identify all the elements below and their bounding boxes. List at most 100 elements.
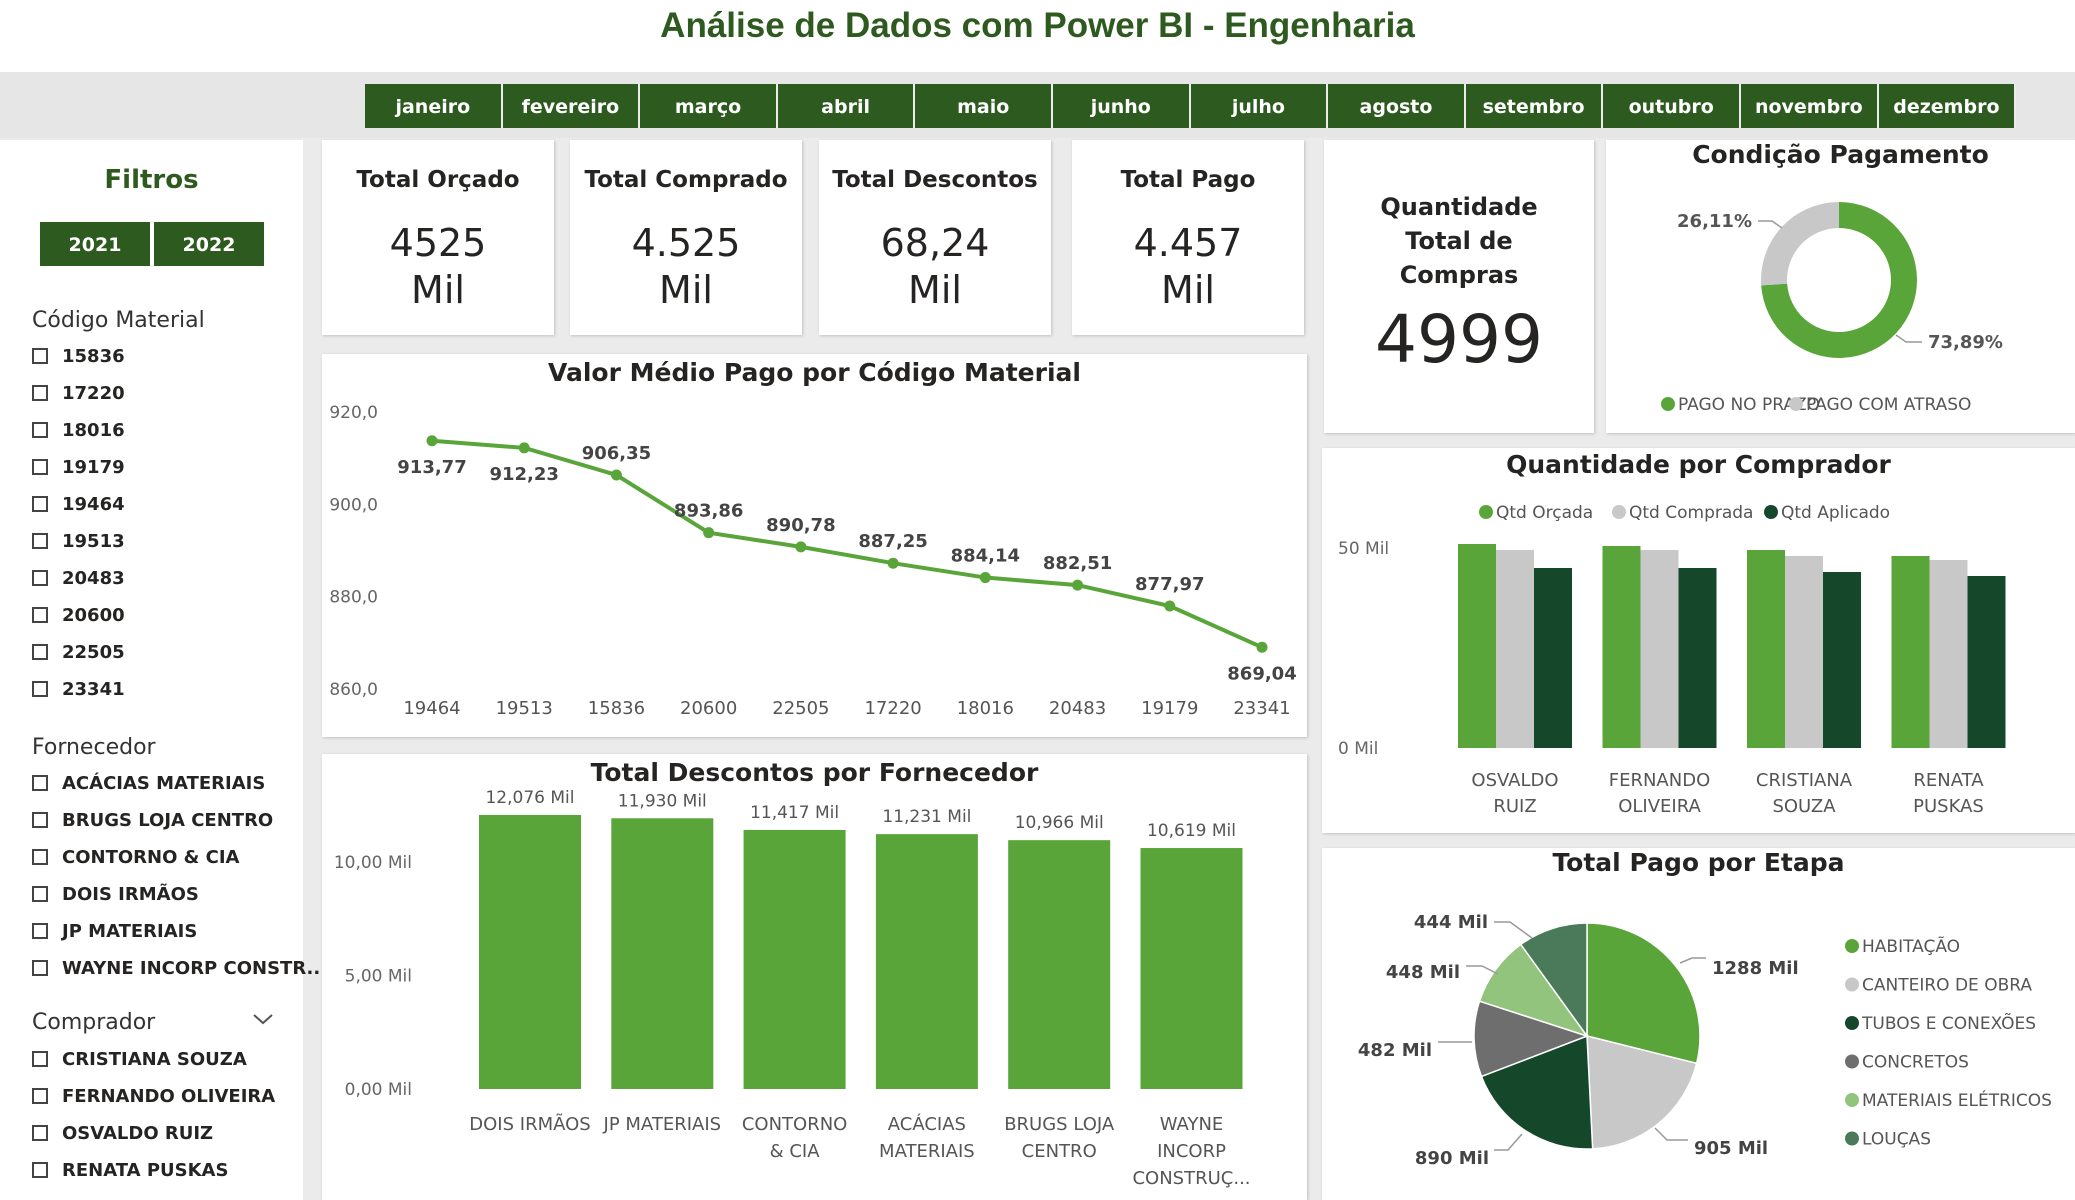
x-tick-label: 19179	[1141, 698, 1198, 719]
month-button-11[interactable]: novembro	[1741, 84, 1879, 128]
slicer-item-codigo[interactable]: 20483	[32, 567, 125, 591]
checkbox[interactable]	[32, 606, 48, 623]
legend-label: Qtd Aplicado	[1781, 503, 1890, 523]
slicer-item-label: 17220	[62, 383, 125, 404]
checkbox[interactable]	[32, 458, 48, 475]
x-tick-label: MATERIAIS	[879, 1141, 975, 1162]
bar	[1678, 568, 1717, 748]
data-label: 11,231 Mil	[882, 807, 971, 827]
donut-slice	[1761, 202, 1839, 286]
slicer-item-fornecedor[interactable]: JP MATERIAIS	[32, 920, 197, 944]
data-label: 12,076 Mil	[485, 788, 574, 808]
year-button-2022[interactable]: 2022	[154, 222, 264, 266]
chevron-down-icon[interactable]	[252, 1010, 274, 1031]
checkbox[interactable]	[32, 1050, 48, 1067]
checkbox[interactable]	[32, 922, 48, 939]
slicer-item-fornecedor[interactable]: BRUGS LOJA CENTRO	[32, 809, 273, 833]
clustered-bar-card: Quantidade por Comprador 50 Mil 0 Mil Qtd …	[1322, 448, 2075, 833]
data-label: 884,14	[951, 546, 1020, 567]
slicer-item-codigo[interactable]: 19513	[32, 530, 125, 554]
bar	[1891, 556, 1930, 748]
pie-slice	[1586, 922, 1701, 1065]
slicer-item-comprador[interactable]: CRISTIANA SOUZA	[32, 1048, 247, 1072]
slicer-item-comprador[interactable]: FERNANDO OLIVEIRA	[32, 1085, 275, 1109]
checkbox[interactable]	[32, 421, 48, 438]
checkbox[interactable]	[32, 885, 48, 902]
slicer-item-codigo[interactable]: 19464	[32, 493, 125, 517]
y-tick-label: 10,00 Mil	[334, 853, 412, 873]
slicer-item-comprador[interactable]: OSVALDO RUIZ	[32, 1122, 213, 1146]
checkbox[interactable]	[32, 532, 48, 549]
month-button-12[interactable]: dezembro	[1878, 84, 2017, 128]
slicer-item-codigo[interactable]: 22505	[32, 641, 125, 665]
month-button-4[interactable]: abril	[777, 84, 916, 128]
slicer-item-codigo[interactable]: 15836	[32, 345, 125, 369]
slicer-item-fornecedor[interactable]: WAYNE INCORP CONSTR...	[32, 957, 327, 981]
data-point	[426, 435, 438, 447]
x-tick-label: 20483	[1049, 698, 1106, 719]
slicer-item-fornecedor[interactable]: ACÁCIAS MATERIAIS	[32, 772, 265, 796]
slicer-item-label: 18016	[62, 420, 125, 441]
line-chart-card: Valor Médio Pago por Código Material 920…	[322, 354, 1307, 737]
line-chart-svg: 920,0 900,0 880,0 860,0 913,77 19464 912,23 195…	[329, 403, 1296, 719]
slicer-item-codigo[interactable]: 20600	[32, 604, 125, 628]
month-button-9[interactable]: setembro	[1465, 84, 1604, 128]
kpi-card-total-descontos: Total Descontos 68,24 Mil	[819, 140, 1051, 335]
checkbox[interactable]	[32, 848, 48, 865]
slicer-title-comprador: Comprador	[32, 1010, 156, 1035]
kpi-label: Total Comprado	[584, 167, 788, 193]
checkbox[interactable]	[32, 569, 48, 586]
month-button-1[interactable]: janeiro	[365, 84, 503, 128]
slicer-item-fornecedor[interactable]: DOIS IRMÃOS	[32, 883, 199, 907]
x-tick-label: ACÁCIAS	[888, 1113, 966, 1135]
x-tick-label: 22505	[772, 698, 829, 719]
checkbox[interactable]	[32, 1087, 48, 1104]
kpi-card-total-pago: Total Pago 4.457 Mil	[1072, 140, 1304, 335]
pie-slice	[1586, 1035, 1698, 1150]
month-button-7[interactable]: julho	[1190, 84, 1329, 128]
slicer-item-codigo[interactable]: 17220	[32, 382, 125, 406]
x-tick-label: OLIVEIRA	[1618, 796, 1701, 817]
x-tick-label: BRUGS LOJA	[1004, 1114, 1115, 1135]
checkbox[interactable]	[32, 347, 48, 364]
slicer-item-codigo[interactable]: 18016	[32, 419, 125, 443]
month-button-2[interactable]: fevereiro	[502, 84, 641, 128]
y-tick-label: 920,0	[329, 403, 378, 423]
data-label: 893,86	[674, 501, 743, 522]
kpi-value: 4.457	[1133, 221, 1243, 265]
month-button-10[interactable]: outubro	[1603, 84, 1741, 128]
checkbox[interactable]	[32, 811, 48, 828]
series-line	[431, 438, 1263, 650]
month-button-5[interactable]: maio	[915, 84, 1053, 128]
chart-title: Total Descontos por Fornecedor	[590, 758, 1039, 787]
slicer-item-codigo[interactable]: 19179	[32, 456, 125, 480]
data-label: 10,966 Mil	[1015, 813, 1104, 833]
checkbox[interactable]	[32, 1124, 48, 1141]
x-tick-label: DOIS IRMÃOS	[469, 1113, 590, 1135]
legend-label: PAGO COM ATRASO	[1806, 395, 1971, 415]
bar	[1140, 848, 1243, 1089]
month-button-3[interactable]: março	[640, 84, 778, 128]
checkbox[interactable]	[32, 643, 48, 660]
checkbox[interactable]	[32, 1161, 48, 1178]
month-button-8[interactable]: agosto	[1328, 84, 1466, 128]
checkbox[interactable]	[32, 959, 48, 976]
slicer-title-fornecedor: Fornecedor	[32, 735, 156, 760]
slicer-item-codigo[interactable]: 23341	[32, 678, 125, 702]
slicer-title-codigo-material: Código Material	[32, 308, 205, 333]
chart-title: Total Pago por Etapa	[1552, 848, 1845, 877]
checkbox[interactable]	[32, 495, 48, 512]
data-label: 882,51	[1043, 553, 1112, 574]
data-label: 887,25	[858, 531, 927, 552]
data-point	[979, 572, 991, 584]
data-point	[887, 557, 899, 569]
checkbox[interactable]	[32, 774, 48, 791]
checkbox[interactable]	[32, 680, 48, 697]
slicer-item-comprador[interactable]: RENATA PUSKAS	[32, 1159, 228, 1183]
checkbox[interactable]	[32, 384, 48, 401]
month-button-6[interactable]: junho	[1053, 84, 1191, 128]
year-button-2021[interactable]: 2021	[40, 222, 150, 266]
slicer-item-fornecedor[interactable]: CONTORNO & CIA	[32, 846, 239, 870]
x-tick-label: INCORP	[1157, 1141, 1226, 1162]
